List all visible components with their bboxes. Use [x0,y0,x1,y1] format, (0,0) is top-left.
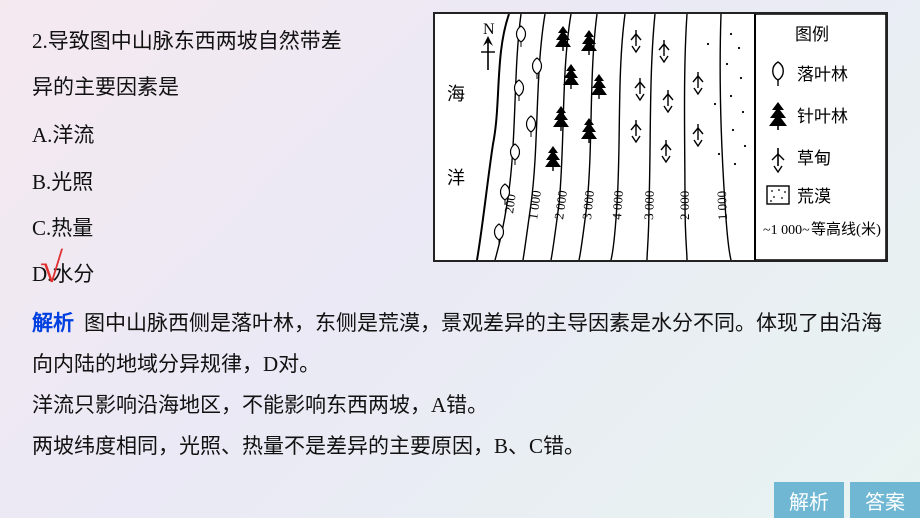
legend-desert-icon [767,186,789,204]
legend-desert: 荒漠 [797,187,831,206]
stem-line1: 2.导致图中山脉东西两坡自然带差 [32,29,342,53]
figure: 图例 落叶林 针叶林 草甸 [433,12,888,262]
ocean-label: 洋 [447,168,465,188]
desert-symbols [707,33,746,165]
figure-svg: 图例 落叶林 针叶林 草甸 [435,14,886,260]
map: N 海 洋 [447,14,746,260]
contours [495,14,731,260]
contour-sample: ~1 000~ [763,223,810,238]
legend-conifer: 针叶林 [797,107,848,126]
stem-line2: 异的主要因素是 [32,75,179,99]
contour-label: 等高线(米) [811,220,881,238]
explain-text1: 图中山脉西侧是落叶林，东侧是荒漠，景观差异的主导因素是水分不同。体现了由沿海向内… [32,311,882,376]
meadow-symbols [631,30,703,162]
sea-label: 海 [447,84,465,104]
north-label: N [483,21,495,38]
conifer-symbols [545,26,607,171]
explain-p3: 两坡纬度相同，光照、热量不是差异的主要原因，B、C错。 [32,426,888,467]
contour-values: 200 1 000 2 000 3 000 4 000 3 000 2 000 … [501,189,730,220]
legend-title: 图例 [795,25,829,44]
question-stem: 2.导致图中山脉东西两坡自然带差 异的主要因素是 [32,18,462,110]
svg-text:3 000: 3 000 [579,190,597,221]
svg-text:1 000: 1 000 [714,191,730,221]
explain-label: 解析 [32,311,74,335]
answer-button[interactable]: 答案 [850,482,920,518]
explain-button[interactable]: 解析 [774,482,844,518]
svg-text:2 000: 2 000 [677,191,692,220]
button-bar: 解析 答案 [768,482,920,518]
svg-text:3 000: 3 000 [641,190,657,220]
svg-text:1 000: 1 000 [525,189,544,220]
page: 2.导致图中山脉东西两坡自然带差 异的主要因素是 A.洋流 B.光照 C.热量 … [0,0,920,518]
svg-text:4 000: 4 000 [609,190,626,220]
explain-p1: 解析图中山脉西侧是落叶林，东侧是荒漠，景观差异的主导因素是水分不同。体现了由沿海… [32,303,888,385]
legend-deciduous: 落叶林 [797,65,848,84]
legend-meadow: 草甸 [797,149,831,168]
explain-p2: 洋流只影响沿海地区，不能影响东西两坡，A错。 [32,385,888,426]
svg-text:2 000: 2 000 [551,189,570,220]
explanation: 解析图中山脉西侧是落叶林，东侧是荒漠，景观差异的主导因素是水分不同。体现了由沿海… [32,303,888,467]
